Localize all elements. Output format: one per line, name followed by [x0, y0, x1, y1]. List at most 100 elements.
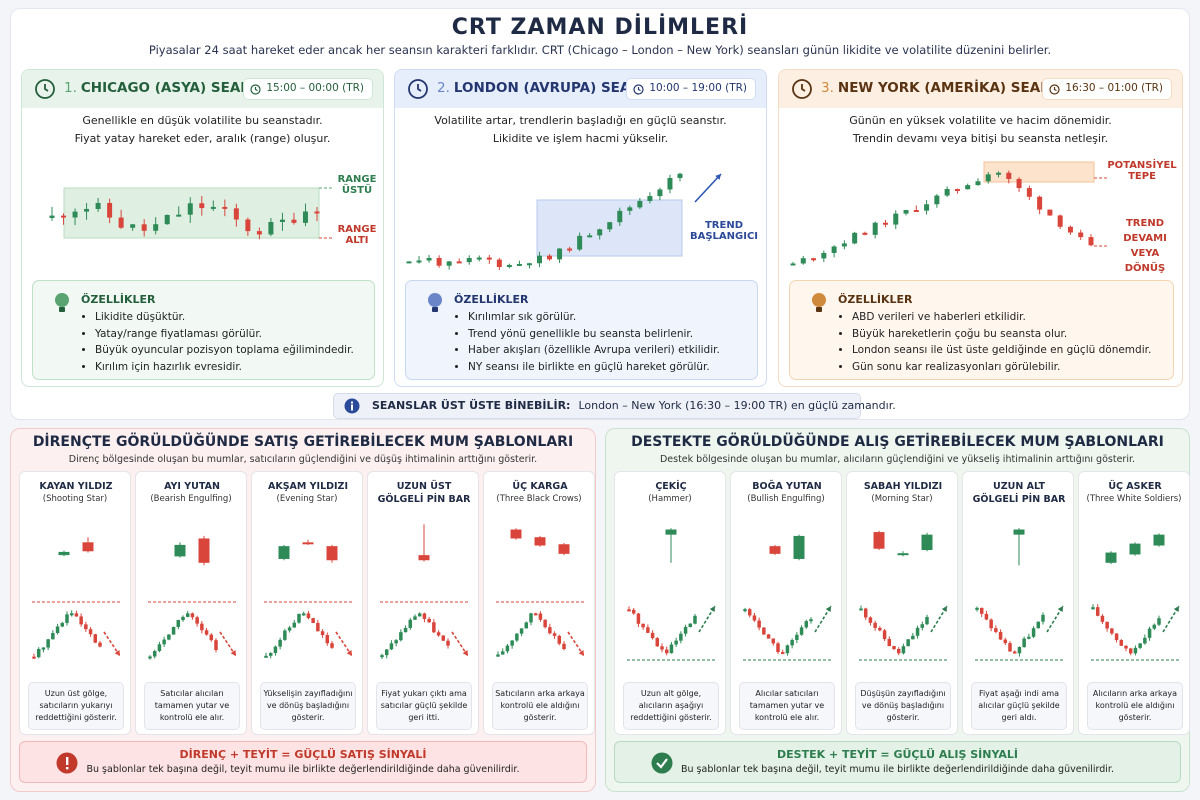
candle-body — [49, 215, 55, 218]
candle-body — [268, 221, 274, 235]
candle-body — [1006, 172, 1012, 179]
arrow-head — [715, 174, 721, 180]
candle-body — [389, 643, 394, 650]
candle-body — [408, 619, 413, 628]
session-number: 3. — [821, 80, 834, 96]
feature-item: Yatay/range fiyatlaması görülür. — [95, 326, 354, 343]
session-chart — [406, 172, 722, 271]
candle-body — [766, 634, 771, 639]
candle-body — [268, 652, 273, 656]
candle-body — [647, 196, 653, 201]
arrow-line — [694, 173, 722, 203]
pattern-english: (Three Black Crows) — [496, 494, 582, 504]
signal-text: Bu şablonlar tek başına değil, teyit mum… — [681, 764, 1114, 775]
bulb-icon — [428, 293, 442, 312]
candle-body — [1027, 636, 1031, 639]
check-mark — [656, 758, 668, 769]
pattern-description: Satıcıların arka arkaya kontrolü ele ald… — [495, 689, 585, 722]
features-list: Likidite düşüktür.Yatay/range fiyatlamas… — [79, 309, 354, 375]
candle-body — [762, 627, 766, 635]
clock-icon — [408, 79, 428, 99]
candle-body — [607, 222, 613, 230]
candle-body — [32, 656, 36, 659]
candle-body — [636, 613, 641, 624]
feature-item: Büyük hareketlerin çoğu bu seansta olur. — [852, 326, 1151, 343]
candle-body — [655, 638, 660, 647]
candle-body — [1016, 178, 1022, 189]
session-description: Günün en yüksek volatilite ve hacim döne… — [849, 114, 1112, 127]
time-icon — [633, 84, 644, 95]
candle-body — [1152, 624, 1157, 629]
candle-body — [1114, 633, 1119, 641]
candle-body — [617, 210, 623, 223]
candle-body — [1100, 615, 1105, 622]
candle-body — [790, 263, 796, 266]
candle-body — [1008, 643, 1012, 652]
pattern-mini-chart — [32, 601, 121, 659]
candle-body — [436, 258, 442, 266]
pattern-mini-chart — [859, 605, 948, 661]
candle-body — [417, 613, 422, 617]
bulb-icon — [55, 293, 69, 312]
panel-subtitle: Destek bölgesinde oluşan bu mumlar, alıc… — [659, 454, 1136, 465]
feature-item: ABD verileri ve haberleri etkilidir. — [852, 309, 1151, 326]
candle-body — [476, 257, 482, 260]
candle-body — [1036, 621, 1041, 629]
candle-body — [1047, 209, 1053, 216]
candle-body — [306, 613, 311, 619]
candle-body — [519, 628, 524, 634]
exclamation-bar — [66, 757, 69, 765]
pattern-name: ÇEKİÇ — [655, 481, 687, 492]
candle-body — [831, 246, 837, 253]
candle-body — [677, 173, 683, 178]
candle-body — [862, 232, 868, 235]
candle-body — [637, 200, 643, 208]
time-icon — [1049, 84, 1060, 95]
candle-body — [198, 538, 210, 563]
pattern-name: BOĞA YUTAN — [752, 481, 822, 492]
candle-body — [506, 264, 512, 268]
pattern-name: ÜÇ ASKER — [1108, 481, 1162, 492]
candle-body — [660, 646, 664, 650]
candle-body — [872, 222, 878, 235]
candle-body — [811, 258, 817, 261]
signal-box: DESTEK + TEYİT = GÜÇLÜ ALIŞ SİNYALİ Bu şa… — [614, 741, 1181, 783]
arrow-head — [578, 650, 584, 656]
session-chart — [790, 161, 1109, 266]
candle-body — [1105, 621, 1109, 629]
candle-body — [627, 609, 631, 612]
pattern-card: ÇEKİÇ (Hammer) Uzun alt gölge, alıcıların … — [614, 471, 726, 735]
candle-body — [98, 642, 102, 647]
overlap-note: SEANSLAR ÜST ÜSTE BİNEBİLİR: London – New… — [333, 393, 896, 419]
candle-body — [901, 646, 906, 654]
candle-body — [800, 258, 806, 264]
candle-body — [925, 617, 929, 625]
candle-body — [852, 232, 858, 244]
candle-body — [664, 649, 669, 654]
clock-icon — [792, 79, 812, 99]
candle-body — [74, 613, 79, 617]
candle-body — [394, 640, 398, 644]
panel-title: DESTEKTE GÖRÜLDÜĞÜNDE ALIŞ GETİREBİLECEK… — [631, 434, 1164, 450]
candle-body — [892, 646, 896, 650]
candle-body — [316, 622, 320, 632]
candle-body — [693, 615, 697, 624]
pattern-description: Düşüşün zayıfladığını ve dönüş başladığı… — [860, 689, 946, 722]
candle-body — [1013, 529, 1025, 535]
session-header: 2. LONDON (AVRUPA) SEANSI 10:00 – 19:00 (T… — [395, 70, 766, 108]
candle-body — [752, 615, 757, 621]
candle-body — [776, 643, 780, 653]
candle-body — [233, 208, 239, 220]
candle-body — [597, 229, 603, 236]
pattern-description-box: Alıcılar satıcıları tamamen yutar ve kon… — [739, 682, 835, 730]
pattern-english: (Shooting Star) — [42, 494, 108, 504]
pattern-candles — [510, 528, 570, 556]
candle-body — [548, 627, 552, 634]
pattern-english: (Evening Star) — [276, 494, 338, 504]
candle-body — [301, 613, 306, 616]
pattern-card: UZUN ÜST GÖLGELİ PİN BAR Fiyat yukarı çık… — [367, 471, 479, 735]
info-dot — [351, 401, 353, 404]
candle-body — [278, 546, 290, 559]
candle-body — [994, 628, 998, 632]
